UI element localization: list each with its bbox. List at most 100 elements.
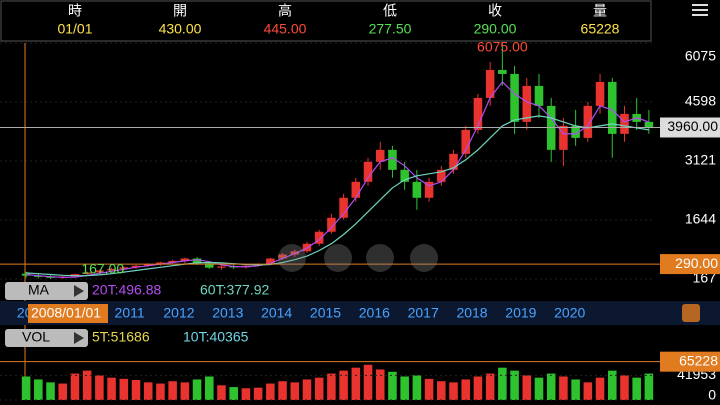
header-value: 01/01 bbox=[57, 21, 92, 37]
candle-body bbox=[82, 272, 92, 275]
candle-body bbox=[107, 268, 116, 271]
volume-bar bbox=[217, 385, 226, 400]
candle-body bbox=[290, 251, 300, 255]
year-label: 2015 bbox=[310, 305, 341, 321]
volume-bar bbox=[302, 379, 312, 400]
ma20-label: 20T:496.88 bbox=[92, 282, 161, 298]
ma-button[interactable] bbox=[5, 282, 88, 300]
volume-bar bbox=[351, 367, 361, 400]
scroll-icon[interactable] bbox=[682, 304, 700, 322]
volume-bar bbox=[58, 383, 68, 400]
candle-body bbox=[217, 266, 226, 268]
header-label: 低 bbox=[383, 3, 397, 19]
zoom-in[interactable] bbox=[324, 244, 352, 272]
candle-body bbox=[559, 125, 568, 150]
header-label: 量 bbox=[593, 3, 607, 19]
candle-body bbox=[168, 260, 177, 263]
volume-bar bbox=[437, 381, 446, 400]
candle-body bbox=[437, 169, 446, 182]
volume-bar bbox=[583, 382, 593, 400]
year-label: 2020 bbox=[554, 305, 585, 321]
volume-bar bbox=[510, 370, 519, 400]
y-tick-label: 4598 bbox=[685, 93, 716, 109]
zoom-controls[interactable] bbox=[278, 244, 438, 272]
volume-bar bbox=[449, 382, 458, 400]
selected-date-box bbox=[28, 304, 108, 323]
volume-current-box bbox=[660, 351, 720, 372]
candle-body bbox=[607, 81, 617, 134]
candle-body bbox=[278, 254, 287, 259]
candle-body bbox=[363, 161, 373, 182]
volume-bar bbox=[546, 373, 556, 400]
header-label: 收 bbox=[488, 3, 502, 19]
vol-button[interactable] bbox=[5, 329, 88, 347]
volume-bar bbox=[34, 379, 43, 400]
volume-bar bbox=[473, 376, 483, 400]
vol-ma5-label: 5T:51686 bbox=[92, 329, 150, 345]
candle-body bbox=[473, 97, 483, 130]
candle-body bbox=[461, 129, 470, 154]
last-price-box bbox=[660, 117, 720, 138]
candle-body bbox=[46, 276, 55, 278]
time-axis-bg bbox=[0, 301, 720, 325]
ma60-line bbox=[26, 115, 649, 277]
volume-bar bbox=[632, 377, 641, 400]
volume-bar bbox=[119, 378, 129, 400]
menu-icon[interactable] bbox=[692, 4, 708, 16]
candle-body bbox=[156, 262, 165, 265]
candle-body bbox=[449, 153, 458, 170]
y-tick-label: 1644 bbox=[685, 211, 716, 227]
year-label: 2013 bbox=[212, 305, 243, 321]
volume-bar bbox=[571, 379, 580, 400]
candle-body bbox=[351, 181, 361, 198]
volume-bar bbox=[400, 376, 409, 400]
candle-body bbox=[485, 69, 495, 98]
header-box bbox=[0, 0, 652, 42]
volume-bar bbox=[314, 377, 324, 400]
volume-bar bbox=[290, 382, 300, 400]
volume-bar bbox=[253, 387, 263, 400]
volume-tick-label: 0 bbox=[708, 387, 716, 403]
header-label: 時 bbox=[68, 3, 82, 19]
candle-body bbox=[339, 197, 348, 218]
candle-body bbox=[522, 85, 532, 122]
volume-bar bbox=[168, 381, 177, 400]
y-tick-label: 3121 bbox=[685, 152, 716, 168]
header-value: 277.50 bbox=[369, 21, 412, 37]
volume-bar bbox=[412, 375, 422, 400]
volume-bar bbox=[278, 381, 287, 400]
zoom-out[interactable] bbox=[366, 244, 394, 272]
volume-bar bbox=[485, 373, 495, 400]
volume-bar bbox=[607, 370, 617, 400]
volume-bar bbox=[339, 370, 348, 400]
candle-body bbox=[400, 169, 409, 182]
volume-bar bbox=[461, 379, 470, 400]
zoom-left[interactable] bbox=[278, 244, 306, 272]
candle-body bbox=[192, 258, 202, 264]
ma60-label: 60T:377.92 bbox=[200, 282, 269, 298]
last-price-label: 3960.00 bbox=[667, 118, 718, 134]
vol-arrow bbox=[74, 332, 84, 344]
selected-date: 2008/01/01 bbox=[31, 305, 101, 321]
candle-body bbox=[131, 265, 141, 268]
volume-bar bbox=[21, 376, 31, 400]
volume-bar bbox=[644, 373, 654, 400]
vol-ma10-label: 10T:40365 bbox=[183, 329, 249, 345]
volume-bar bbox=[70, 373, 80, 400]
candle-body bbox=[314, 231, 324, 244]
vol-button-label: VOL bbox=[22, 329, 50, 345]
candle-body bbox=[595, 81, 605, 106]
header-value: 430.00 bbox=[159, 21, 202, 37]
volume-bar bbox=[620, 375, 629, 400]
volume-bar bbox=[522, 375, 532, 400]
candle-body bbox=[180, 258, 190, 261]
current-price-box bbox=[660, 254, 720, 275]
zoom-right[interactable] bbox=[410, 244, 438, 272]
volume-bar bbox=[46, 382, 55, 400]
candle-body bbox=[95, 270, 104, 273]
ma-button-label: MA bbox=[28, 282, 50, 298]
year-label: 2014 bbox=[261, 305, 292, 321]
candle-body bbox=[119, 267, 129, 269]
